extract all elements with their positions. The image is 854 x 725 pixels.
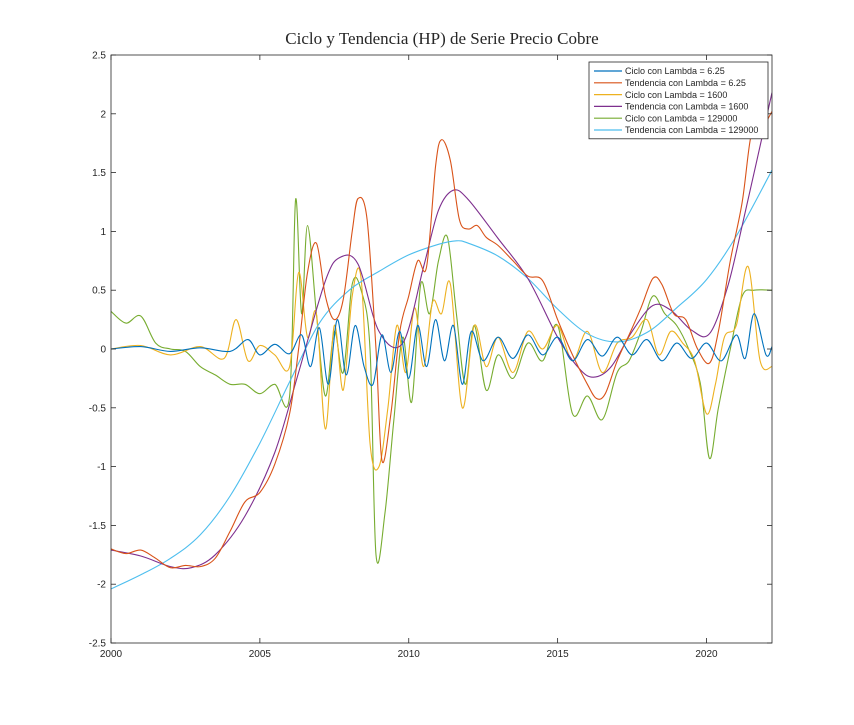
series-line-ciclo-con-lambda-129000: [111, 198, 772, 564]
axes: -2.5 -2 -1.5 -1 -0.5 0 0.5 1 1.5 2 2.5 2000 2005 2010…: [89, 51, 773, 660]
y-tick-label: -0.5: [89, 403, 107, 414]
y-tick-label: -2: [97, 580, 106, 591]
legend-label: Ciclo con Lambda = 1600: [625, 90, 727, 100]
y-tick-label: 2: [100, 109, 106, 120]
series-line-tendencia-con-lambda-6-25: [111, 111, 772, 569]
series-line-tendencia-con-lambda-129000: [111, 169, 772, 590]
legend-label: Ciclo con Lambda = 129000: [625, 113, 737, 123]
legend-label: Tendencia con Lambda = 129000: [625, 125, 758, 135]
y-tick-label: 1.5: [92, 168, 106, 179]
y-tick-label: -1: [97, 462, 106, 473]
y-tick-label: -2.5: [89, 639, 107, 650]
y-tick-label: 1: [100, 227, 106, 238]
legend: Ciclo con Lambda = 6.25 Tendencia con Lam…: [588, 61, 769, 140]
series-line-tendencia-con-lambda-1600: [111, 92, 772, 570]
y-tick-label: 0: [100, 345, 106, 356]
x-tick-label: 2020: [695, 649, 718, 660]
y-tick-label: 0.5: [92, 286, 106, 297]
y-tick-label: 2.5: [92, 51, 106, 62]
x-tick-label: 2000: [100, 649, 123, 660]
x-tick-label: 2010: [398, 649, 421, 660]
legend-box: [588, 61, 769, 140]
legend-label: Tendencia con Lambda = 6.25: [625, 78, 746, 88]
chart-title: Ciclo y Tendencia (HP) de Serie Precio C…: [285, 29, 598, 48]
series-line-ciclo-con-lambda-6-25: [111, 313, 772, 387]
x-tick-label: 2015: [546, 649, 569, 660]
legend-label: Tendencia con Lambda = 1600: [625, 102, 748, 112]
plot-area: [111, 55, 772, 643]
legend-label: Ciclo con Lambda = 6.25: [625, 66, 725, 76]
y-tick-label: -1.5: [89, 521, 107, 532]
series-line-ciclo-con-lambda-1600: [111, 266, 772, 471]
x-tick-label: 2005: [249, 649, 272, 660]
